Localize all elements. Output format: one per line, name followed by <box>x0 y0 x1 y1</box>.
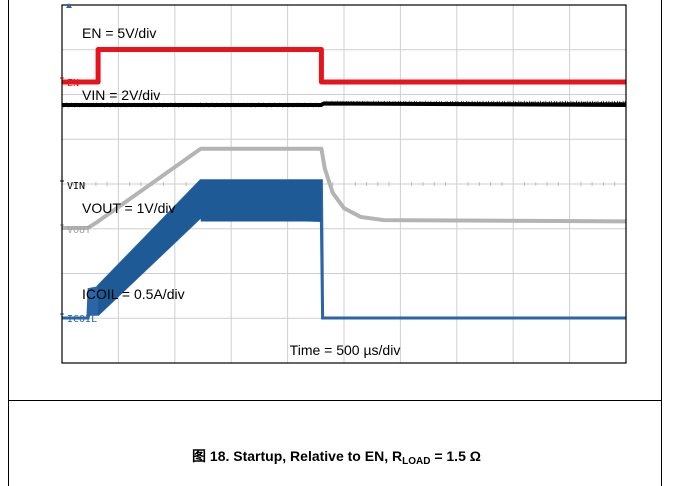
vin-noise <box>61 100 627 108</box>
icoil-channel-marker: ICOIL <box>67 314 97 325</box>
vout-scale-label: VOUT = 1V/div <box>82 200 176 216</box>
time-scale-label: Time = 500 µs/div <box>290 342 401 358</box>
figure-frame-right <box>661 0 662 486</box>
figure-caption: 图 18. Startup, Relative to EN, RLOAD = 1… <box>0 446 673 467</box>
en-trace <box>62 47 626 85</box>
vin-scale-label: VIN = 2V/div <box>82 87 160 103</box>
vin-channel-marker: VIN <box>67 181 85 192</box>
en-channel-marker: EN <box>67 78 79 89</box>
figure-frame-left <box>8 0 9 486</box>
vout-trace <box>62 146 627 230</box>
icoil-ripple <box>97 179 322 316</box>
caption-suffix: = 1.5 Ω <box>430 448 481 464</box>
en-scale-label: EN = 5V/div <box>82 25 156 41</box>
vout-channel-marker: VOUT <box>67 225 91 236</box>
figure-frame-bottom <box>8 400 661 401</box>
icoil-scale-label: ICOIL = 0.5A/div <box>82 286 185 302</box>
caption-prefix: 图 18. Startup, Relative to EN, R <box>192 448 403 464</box>
trigger-marker-icon <box>66 3 72 8</box>
plot-border <box>61 4 627 364</box>
traces <box>61 47 627 320</box>
caption-subscript: LOAD <box>402 456 431 467</box>
